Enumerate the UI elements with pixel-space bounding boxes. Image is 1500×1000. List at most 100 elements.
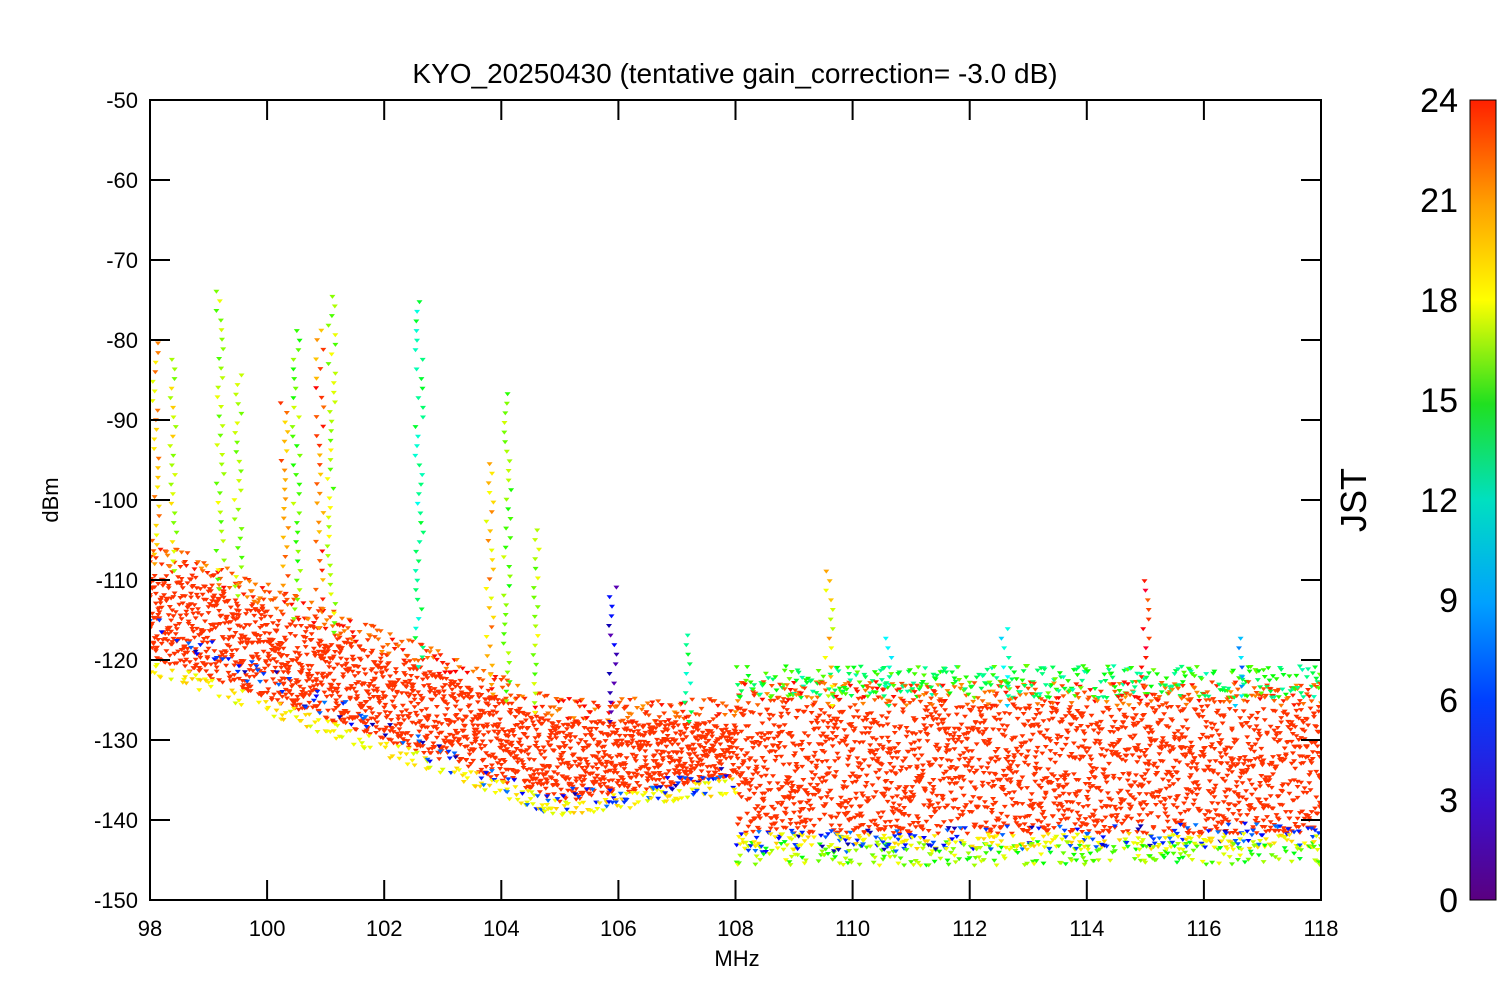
scatter-series — [743, 840, 749, 845]
scatter-series — [689, 697, 696, 702]
scatter-series — [1233, 694, 1240, 699]
scatter-series — [752, 849, 759, 853]
scatter-series — [489, 471, 495, 476]
scatter-series — [488, 769, 495, 774]
scatter-series — [488, 625, 495, 630]
scatter-series — [737, 695, 744, 700]
scatter-series — [316, 491, 323, 496]
scatter-series — [343, 729, 350, 734]
scatter-series — [917, 699, 924, 704]
scatter-series — [1250, 840, 1257, 845]
scatter-series — [1127, 693, 1134, 698]
scatter-series — [1226, 855, 1233, 860]
scatter-series — [1159, 841, 1166, 846]
scatter-series — [302, 713, 309, 718]
scatter-series — [305, 617, 312, 622]
scatter-series — [1281, 846, 1288, 851]
scatter-series — [683, 672, 690, 676]
scatter-series — [405, 638, 412, 643]
scatter-series — [1028, 683, 1035, 688]
scatter-series — [1021, 684, 1028, 688]
scatter-series — [922, 666, 929, 671]
scatter-series — [772, 835, 779, 840]
scatter-series — [574, 700, 581, 705]
scatter-series — [951, 685, 958, 690]
scatter-series — [168, 463, 175, 468]
scatter-series — [404, 654, 411, 659]
scatter-series — [339, 735, 345, 740]
scatter-series — [326, 410, 333, 415]
scatter-series — [284, 430, 291, 435]
scatter-series — [151, 549, 157, 554]
scatter-series — [257, 679, 264, 684]
scatter-series — [990, 689, 997, 694]
scatter-series — [812, 700, 819, 705]
scatter-series — [456, 665, 463, 670]
scatter-series — [1092, 687, 1098, 691]
scatter-series — [1093, 845, 1100, 850]
scatter-series — [319, 578, 326, 583]
colorbar — [1469, 99, 1497, 901]
scatter-series — [504, 790, 511, 795]
scatter-series — [579, 811, 586, 816]
scatter-series — [331, 611, 338, 616]
scatter-series — [1123, 841, 1130, 845]
scatter-series — [1041, 845, 1048, 850]
scatter-series — [154, 485, 161, 490]
scatter-series — [506, 565, 513, 569]
scatter-series — [204, 571, 211, 575]
scatter-series — [218, 366, 225, 371]
scatter-series — [732, 710, 739, 715]
scatter-series — [1159, 703, 1166, 708]
scatter-series — [1174, 860, 1180, 865]
scatter-series — [151, 399, 156, 404]
scatter-series — [1150, 837, 1157, 842]
scatter-series — [1020, 669, 1027, 674]
scatter-series — [1225, 822, 1232, 827]
scatter-series — [209, 678, 216, 683]
scatter-series — [1003, 690, 1009, 695]
scatter-series — [1257, 839, 1264, 843]
scatter-series — [827, 675, 834, 680]
scatter-series — [286, 677, 293, 681]
scatter-series — [786, 860, 793, 865]
y-axis: -50-60-70-80-90-100-110-120-130-140-150 — [94, 88, 1321, 913]
scatter-series — [331, 304, 338, 309]
scatter-series — [1305, 667, 1312, 672]
scatter-series — [1279, 687, 1286, 692]
scatter-series — [870, 860, 877, 865]
scatter-series — [1097, 680, 1104, 685]
scatter-series — [290, 463, 297, 468]
scatter-series — [1028, 842, 1035, 846]
scatter-series — [296, 415, 302, 420]
scatter-series — [218, 529, 225, 534]
scatter-series — [1309, 835, 1316, 839]
scatter-series — [1111, 849, 1118, 854]
scatter-series — [1278, 703, 1285, 708]
scatter-series — [762, 850, 769, 854]
scatter-series — [306, 712, 313, 717]
scatter-series — [1004, 627, 1011, 632]
scatter-series — [498, 678, 505, 682]
scatter-series — [882, 684, 889, 689]
scatter-series — [652, 719, 659, 724]
scatter-series — [1171, 672, 1178, 677]
scatter-series — [596, 719, 603, 724]
scatter-series — [762, 671, 769, 676]
scatter-series — [1229, 862, 1235, 867]
scatter-series — [1135, 696, 1142, 701]
scatter-series — [383, 741, 390, 746]
scatter-series — [1227, 690, 1234, 695]
scatter-series — [847, 683, 854, 688]
scatter-series — [1046, 847, 1053, 852]
scatter-series — [896, 687, 903, 692]
scatter-series — [743, 832, 749, 837]
scatter-series — [1248, 833, 1255, 838]
scatter-series — [1143, 694, 1150, 699]
scatter-series — [398, 639, 405, 644]
scatter-series — [1062, 862, 1069, 867]
scatter-series — [325, 323, 332, 328]
scatter-series — [977, 846, 984, 850]
scatter-series — [609, 800, 616, 805]
scatter-series — [997, 699, 1004, 704]
